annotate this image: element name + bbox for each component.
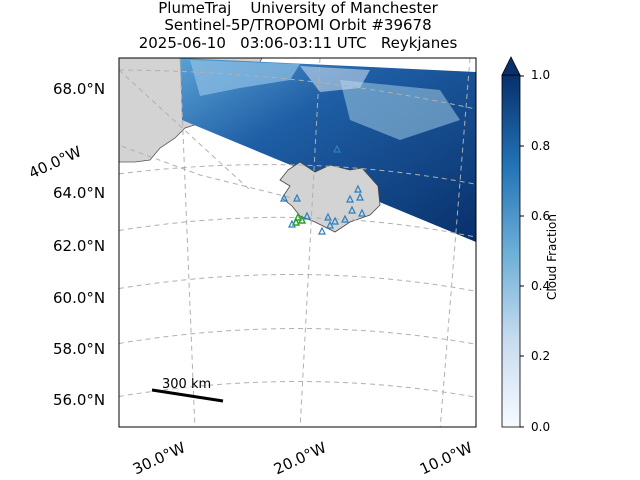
scale-bar	[151, 388, 224, 403]
lat-label-64: 64.0°N	[53, 184, 106, 202]
colorbar-label: Cloud Fraction	[545, 214, 559, 300]
map-area	[119, 58, 476, 427]
colorbar-tick-0: 0.0	[531, 420, 551, 434]
title-line-2: Sentinel-5P/TROPOMI Orbit #39678	[164, 16, 432, 34]
colorbar	[501, 74, 521, 428]
lat-label-62: 62.0°N	[53, 237, 106, 255]
map-frame	[118, 57, 477, 428]
lat-label-56: 56.0°N	[53, 391, 106, 409]
lat-label-68: 68.0°N	[53, 80, 106, 98]
source-markers	[291, 212, 307, 226]
lat-label-60: 60.0°N	[53, 289, 106, 307]
scale-bar-label: 300 km	[162, 377, 212, 392]
colorbar-extend-arrow	[501, 56, 521, 76]
graticule	[119, 58, 476, 427]
colorbar-tick-2: 0.4	[531, 279, 551, 293]
title-line-1: PlumeTraj University of Manchester	[158, 0, 438, 17]
title-line-3: 2025-06-10 03:06-03:11 UTC Reykjanes	[138, 34, 458, 52]
colorbar-tick-4: 0.8	[531, 139, 551, 153]
colorbar-tick-3: 0.6	[531, 209, 551, 223]
observation-markers	[280, 144, 366, 235]
lat-label-58: 58.0°N	[53, 340, 106, 358]
colorbar-tick-5: 1.0	[531, 68, 551, 82]
colorbar-tick-1: 0.2	[531, 349, 551, 363]
